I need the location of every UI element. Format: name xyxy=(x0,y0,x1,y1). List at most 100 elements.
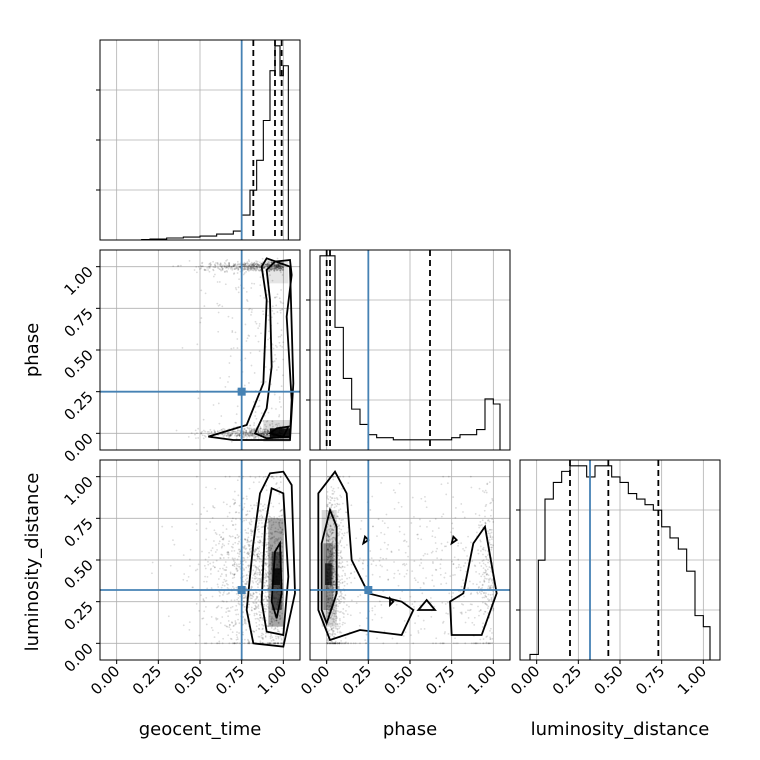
scatter-point xyxy=(482,553,484,556)
scatter-point xyxy=(247,434,250,437)
scatter-point xyxy=(265,532,268,535)
scatter-point xyxy=(253,427,255,430)
scatter-point xyxy=(237,542,239,545)
scatter-point xyxy=(217,330,220,333)
scatter-point xyxy=(221,538,224,541)
scatter-point xyxy=(276,266,279,268)
scatter-point xyxy=(344,572,346,575)
scatter-point xyxy=(243,502,246,505)
scatter-point xyxy=(328,629,331,632)
scatter-point xyxy=(197,563,200,566)
scatter-point xyxy=(278,396,281,399)
scatter-point xyxy=(248,431,251,434)
scatter-point xyxy=(229,266,231,269)
scatter-point xyxy=(275,266,278,268)
scatter-point xyxy=(446,482,449,485)
scatter-point xyxy=(246,300,249,303)
scatter-point xyxy=(234,557,236,560)
scatter-point xyxy=(235,288,238,291)
scatter-point xyxy=(432,642,434,645)
scatter-point xyxy=(258,475,261,478)
scatter-point xyxy=(234,609,237,612)
scatter-point xyxy=(251,263,254,266)
scatter-point xyxy=(481,560,484,562)
scatter-point xyxy=(276,266,279,269)
scatter-point xyxy=(202,418,205,421)
scatter-point xyxy=(277,366,280,369)
y-tick-label: 0.25 xyxy=(60,388,96,424)
scatter-point xyxy=(374,605,376,608)
scatter-point xyxy=(485,556,488,558)
scatter-point xyxy=(237,494,240,497)
scatter-point xyxy=(423,583,425,585)
scatter-point xyxy=(218,590,221,593)
scatter-point xyxy=(256,260,259,263)
scatter-point xyxy=(332,630,334,632)
scatter-point xyxy=(280,265,283,267)
scatter-point xyxy=(441,601,444,604)
scatter-point xyxy=(272,347,275,350)
scatter-point xyxy=(238,540,240,543)
scatter-point xyxy=(258,519,261,522)
scatter-point xyxy=(237,602,240,605)
scatter-point xyxy=(234,561,236,564)
scatter-point xyxy=(255,263,258,266)
scatter-point xyxy=(253,602,255,604)
scatter-point xyxy=(266,420,269,422)
scatter-point xyxy=(275,264,278,267)
scatter-point xyxy=(278,401,281,403)
scatter-point xyxy=(255,621,258,624)
scatter-point xyxy=(340,562,342,565)
scatter-point xyxy=(416,533,419,536)
scatter-point xyxy=(236,347,239,349)
scatter-point xyxy=(216,302,219,305)
scatter-point xyxy=(227,542,230,545)
scatter-point xyxy=(267,411,270,414)
scatter-point xyxy=(231,331,234,334)
y-tick-label: 1.00 xyxy=(60,473,96,509)
scatter-point xyxy=(261,632,263,635)
scatter-point xyxy=(277,265,280,268)
scatter-point xyxy=(280,267,283,270)
scatter-point xyxy=(489,585,492,588)
scatter-point xyxy=(254,577,257,580)
scatter-point xyxy=(224,386,227,388)
scatter-point xyxy=(253,614,256,617)
scatter-point xyxy=(271,305,274,308)
scatter-point xyxy=(374,613,376,616)
scatter-point xyxy=(244,538,247,541)
scatter-point xyxy=(262,310,264,313)
scatter-point xyxy=(247,536,250,539)
scatter-point xyxy=(245,433,247,436)
scatter-point xyxy=(249,265,252,268)
scatter-point xyxy=(225,266,228,268)
scatter-point xyxy=(347,642,350,645)
scatter-point xyxy=(470,541,472,544)
scatter-point xyxy=(253,428,256,431)
scatter-point xyxy=(243,264,246,267)
scatter-point xyxy=(274,266,277,269)
scatter-point xyxy=(256,265,259,268)
scatter-point xyxy=(380,482,382,484)
scatter-point xyxy=(275,269,278,271)
scatter-point xyxy=(268,269,271,272)
scatter-point xyxy=(275,265,278,268)
scatter-point xyxy=(279,311,282,314)
scatter-point xyxy=(263,430,266,432)
scatter-point xyxy=(229,433,232,436)
scatter-point xyxy=(247,267,249,270)
scatter-point xyxy=(249,268,252,271)
scatter-point xyxy=(234,499,236,502)
scatter-point xyxy=(247,259,250,261)
scatter-point xyxy=(371,609,374,612)
scatter-point xyxy=(269,516,272,519)
scatter-point xyxy=(249,430,252,433)
scatter-point xyxy=(224,475,227,478)
scatter-point xyxy=(201,261,204,264)
scatter-point xyxy=(279,267,282,270)
scatter-point xyxy=(249,597,252,600)
scatter-point xyxy=(464,621,467,624)
scatter-point xyxy=(440,558,443,561)
scatter-point xyxy=(226,432,229,435)
scatter-point xyxy=(218,534,221,536)
